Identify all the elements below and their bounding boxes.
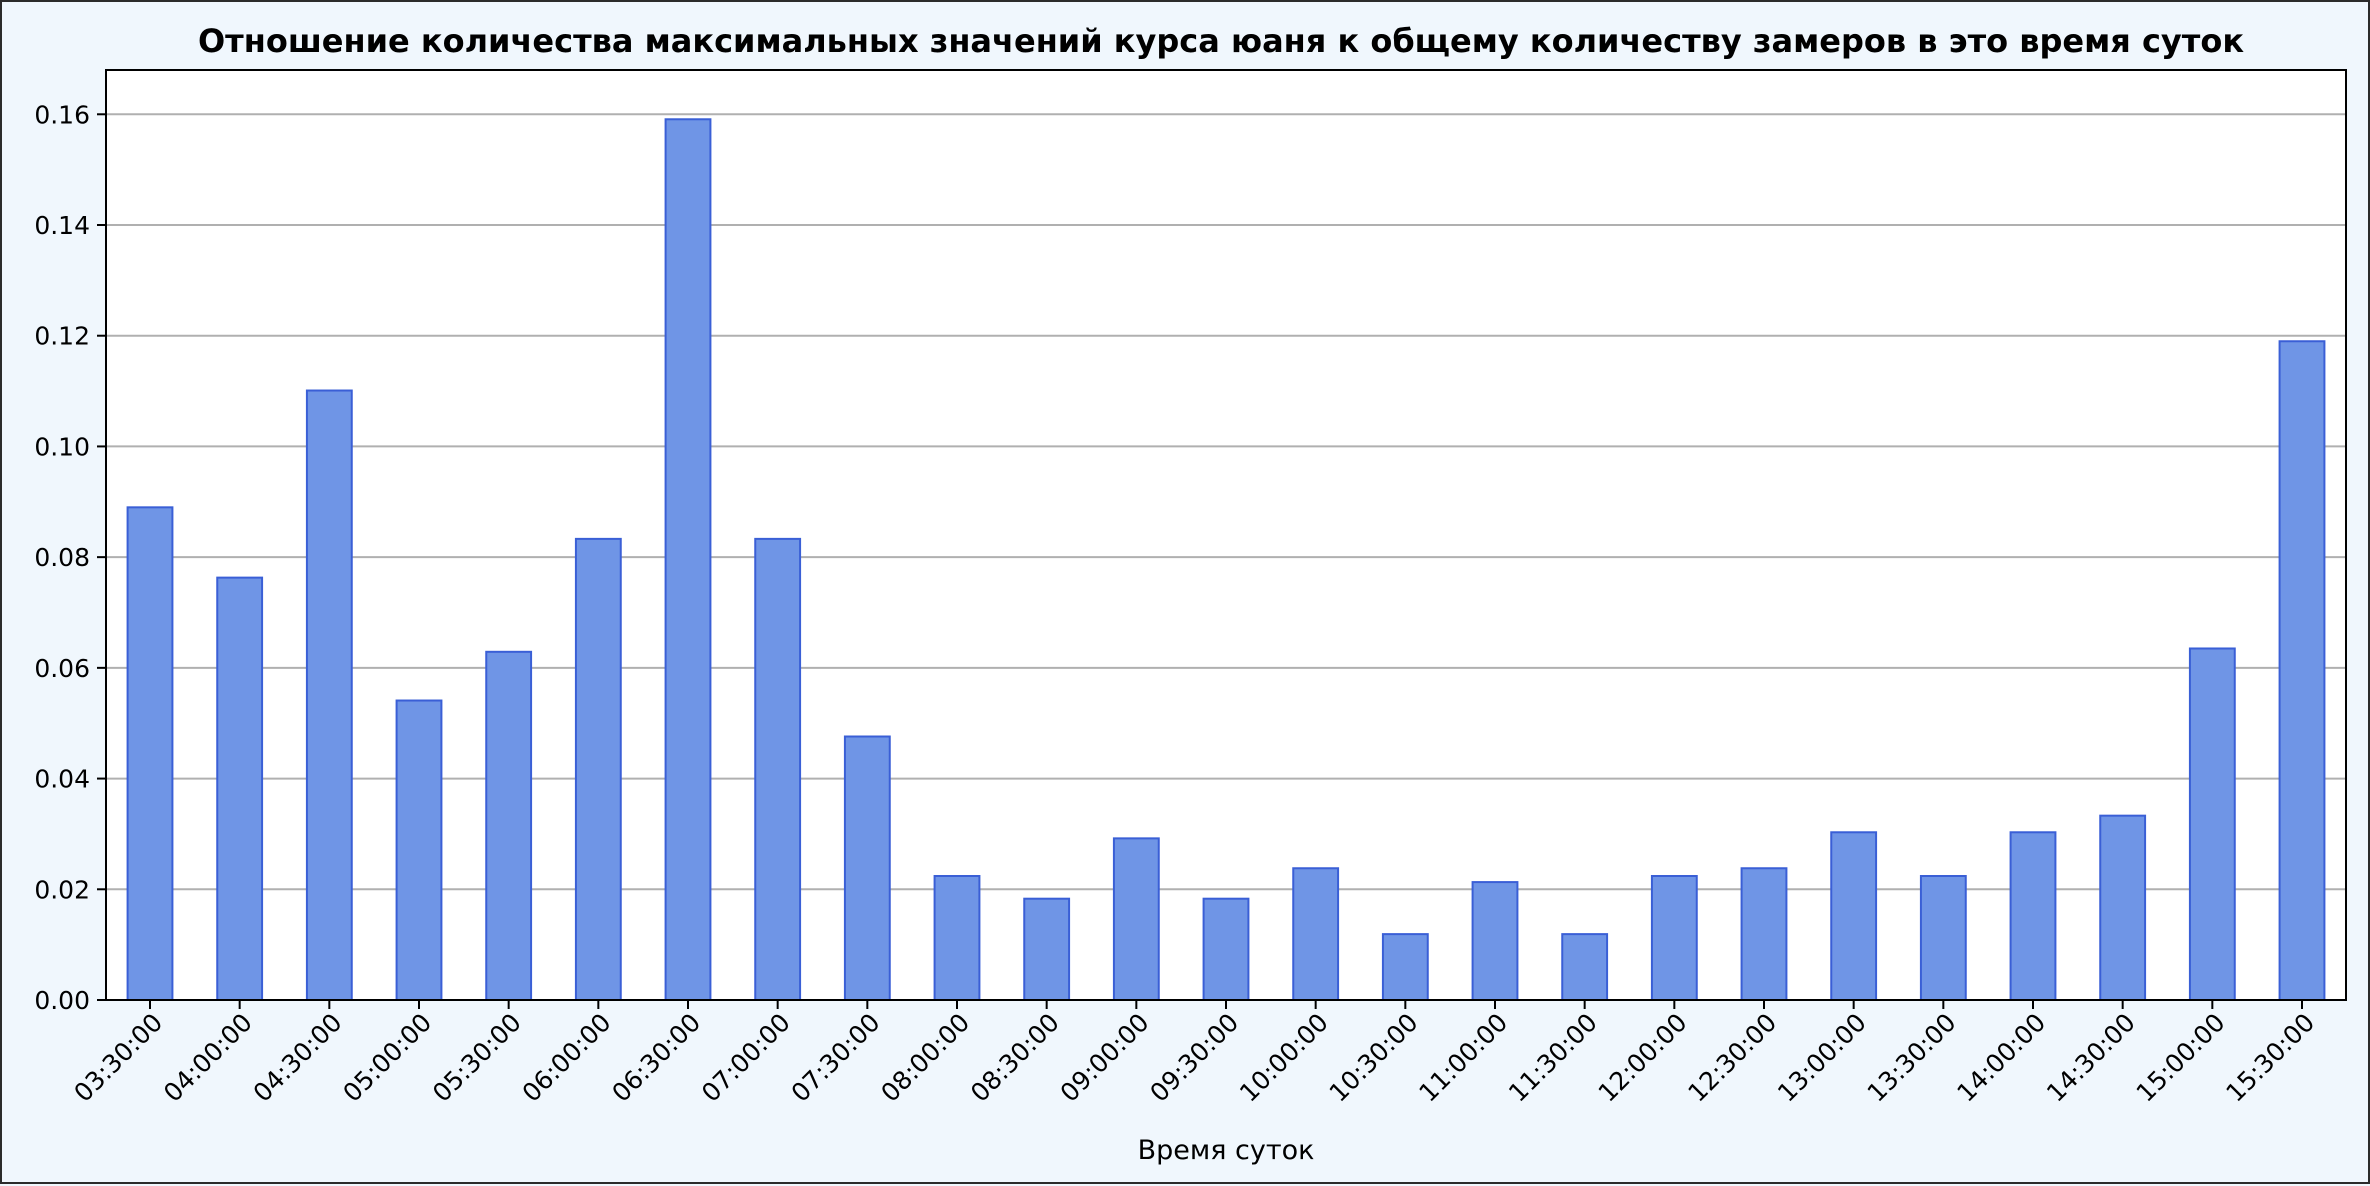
bar [485, 650, 533, 1002]
x-tick-label: 10:00:00 [1234, 1008, 1334, 1108]
x-tick-label: 07:00:00 [696, 1008, 796, 1108]
bar [1650, 875, 1698, 1001]
bar [1292, 867, 1340, 1001]
x-tick-label: 13:00:00 [1772, 1008, 1872, 1108]
y-tick-label: 0.02 [34, 875, 90, 904]
x-tick-label: 11:00:00 [1413, 1008, 1513, 1108]
grid-lines [106, 113, 2346, 891]
y-tick-label: 0.06 [34, 654, 90, 683]
bar [2278, 340, 2326, 1001]
chart-title: Отношение количества максимальных значен… [198, 22, 2244, 60]
x-tick-label: 06:00:00 [517, 1008, 617, 1108]
x-tick-label: 07:30:00 [786, 1008, 886, 1108]
x-tick-label: 15:30:00 [2220, 1008, 2320, 1108]
bar [664, 118, 712, 1001]
bar [1561, 933, 1609, 1001]
bar [305, 389, 353, 1001]
bar [2099, 814, 2147, 1001]
x-axis-label: Время суток [1138, 1135, 1315, 1166]
bar [126, 506, 174, 1001]
x-tick-label: 15:00:00 [2131, 1008, 2231, 1108]
bar [843, 735, 891, 1001]
x-tick-label: 04:00:00 [158, 1008, 258, 1108]
x-tick-label: 03:30:00 [68, 1008, 168, 1108]
bar [1919, 875, 1967, 1001]
bar [1202, 897, 1250, 1001]
x-tick-label: 06:30:00 [606, 1008, 706, 1108]
x-tick-label: 13:30:00 [1862, 1008, 1962, 1108]
y-tick-label: 0.12 [34, 322, 90, 351]
bar [1381, 933, 1429, 1001]
bar [1023, 897, 1071, 1001]
y-tick-label: 0.14 [34, 211, 90, 240]
y-tick-label: 0.00 [34, 986, 90, 1015]
x-tick-label: 12:30:00 [1682, 1008, 1782, 1108]
bar [1112, 837, 1160, 1001]
x-tick-label: 09:30:00 [1144, 1008, 1244, 1108]
x-tick-label: 14:30:00 [2041, 1008, 2141, 1108]
y-tick-label: 0.10 [34, 432, 90, 461]
bar [574, 537, 622, 1001]
x-tick-label: 11:30:00 [1503, 1008, 1603, 1108]
x-tick-label: 08:00:00 [875, 1008, 975, 1108]
bar [1830, 831, 1878, 1002]
x-tick-label: 14:00:00 [1951, 1008, 2051, 1108]
x-tick-label: 12:00:00 [1593, 1008, 1693, 1108]
x-tick-label: 09:00:00 [1055, 1008, 1155, 1108]
bar [1740, 867, 1788, 1001]
bar [754, 537, 802, 1001]
bar [395, 699, 443, 1002]
y-tick-label: 0.04 [34, 765, 90, 794]
bar [2009, 831, 2057, 1002]
x-tick-label: 10:30:00 [1324, 1008, 1424, 1108]
bar [2188, 647, 2236, 1001]
x-tick-label: 05:30:00 [427, 1008, 527, 1108]
y-tick-label: 0.08 [34, 543, 90, 572]
x-tick-label: 08:30:00 [965, 1008, 1065, 1108]
y-tick-label: 0.16 [34, 100, 90, 129]
bar [1471, 881, 1519, 1002]
bar [933, 875, 981, 1001]
x-tick-label: 04:30:00 [248, 1008, 348, 1108]
bar [216, 576, 264, 1001]
x-tick-label: 05:00:00 [337, 1008, 437, 1108]
